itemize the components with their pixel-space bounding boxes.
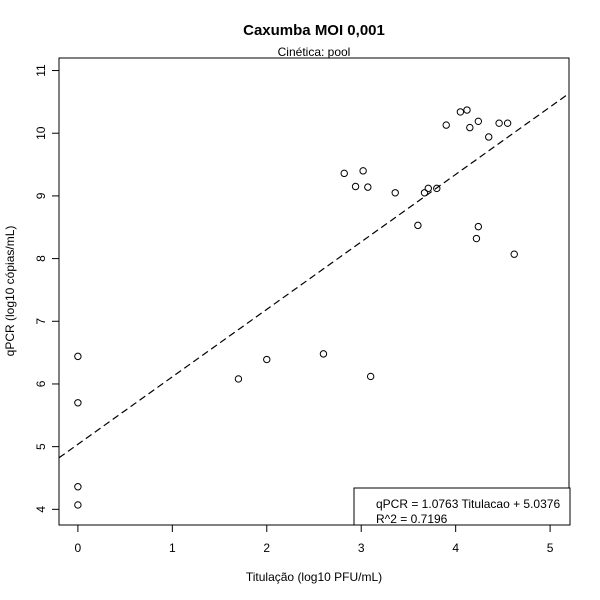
plot-frame (58, 57, 570, 526)
data-point (474, 222, 483, 231)
chart-subtitle: Cinética: pool (278, 45, 351, 59)
data-point (234, 375, 243, 383)
data-point (74, 483, 82, 491)
data-point (420, 189, 429, 197)
data-point (466, 123, 474, 132)
data-point (503, 119, 512, 127)
data-point (351, 182, 360, 191)
legend-r-squared: R^2 = 0.7196 (376, 512, 448, 526)
data-point (474, 117, 483, 126)
legend-box (353, 487, 571, 526)
data-point (391, 189, 399, 197)
x-tick-label: 4 (452, 541, 459, 555)
y-axis: 4 5 6 7 8 9 10 11 (34, 64, 60, 513)
y-tick-label: 11 (34, 64, 48, 77)
data-point (433, 184, 441, 193)
data-point (510, 250, 518, 258)
data-point (424, 184, 432, 193)
data-point (340, 169, 348, 178)
legend: qPCR = 1.0763 Titulacao + 5.0376 R^2 = 0… (353, 487, 571, 526)
data-point (364, 183, 372, 191)
data-point (319, 350, 328, 358)
x-tick-label: 5 (547, 541, 554, 555)
plot-area (58, 92, 570, 509)
data-point (495, 119, 503, 127)
data-point (442, 121, 450, 129)
x-axis: 0 1 2 3 4 5 (75, 524, 554, 555)
x-tick-label: 1 (169, 541, 176, 555)
y-tick-label: 5 (34, 443, 48, 450)
data-point (414, 221, 422, 230)
data-point (472, 234, 481, 243)
x-tick-label: 2 (263, 541, 270, 555)
data-point (359, 167, 367, 175)
y-tick-label: 6 (34, 380, 48, 387)
y-tick-label: 10 (34, 126, 48, 140)
data-point (463, 106, 471, 114)
data-point (74, 399, 82, 407)
y-tick-label: 4 (34, 506, 48, 513)
data-point (74, 501, 82, 509)
data-point (456, 108, 465, 116)
x-tick-label: 3 (358, 541, 365, 555)
data-point (263, 355, 271, 364)
data-point (366, 372, 375, 381)
y-tick-label: 9 (34, 192, 48, 199)
regression-line (58, 92, 570, 459)
y-tick-label: 8 (34, 255, 48, 262)
data-point (74, 352, 82, 361)
x-axis-label: Titulação (log10 PFU/mL) (246, 570, 382, 584)
chart-title: Caxumba MOI 0,001 (243, 22, 385, 39)
legend-equation: qPCR = 1.0763 Titulacao + 5.0376 (376, 497, 560, 511)
x-tick-label: 0 (75, 541, 82, 555)
data-point (485, 133, 493, 141)
y-tick-label: 7 (34, 318, 48, 325)
y-axis-label: qPCR (log10 cópias/mL) (3, 226, 17, 357)
data-points (74, 106, 518, 509)
